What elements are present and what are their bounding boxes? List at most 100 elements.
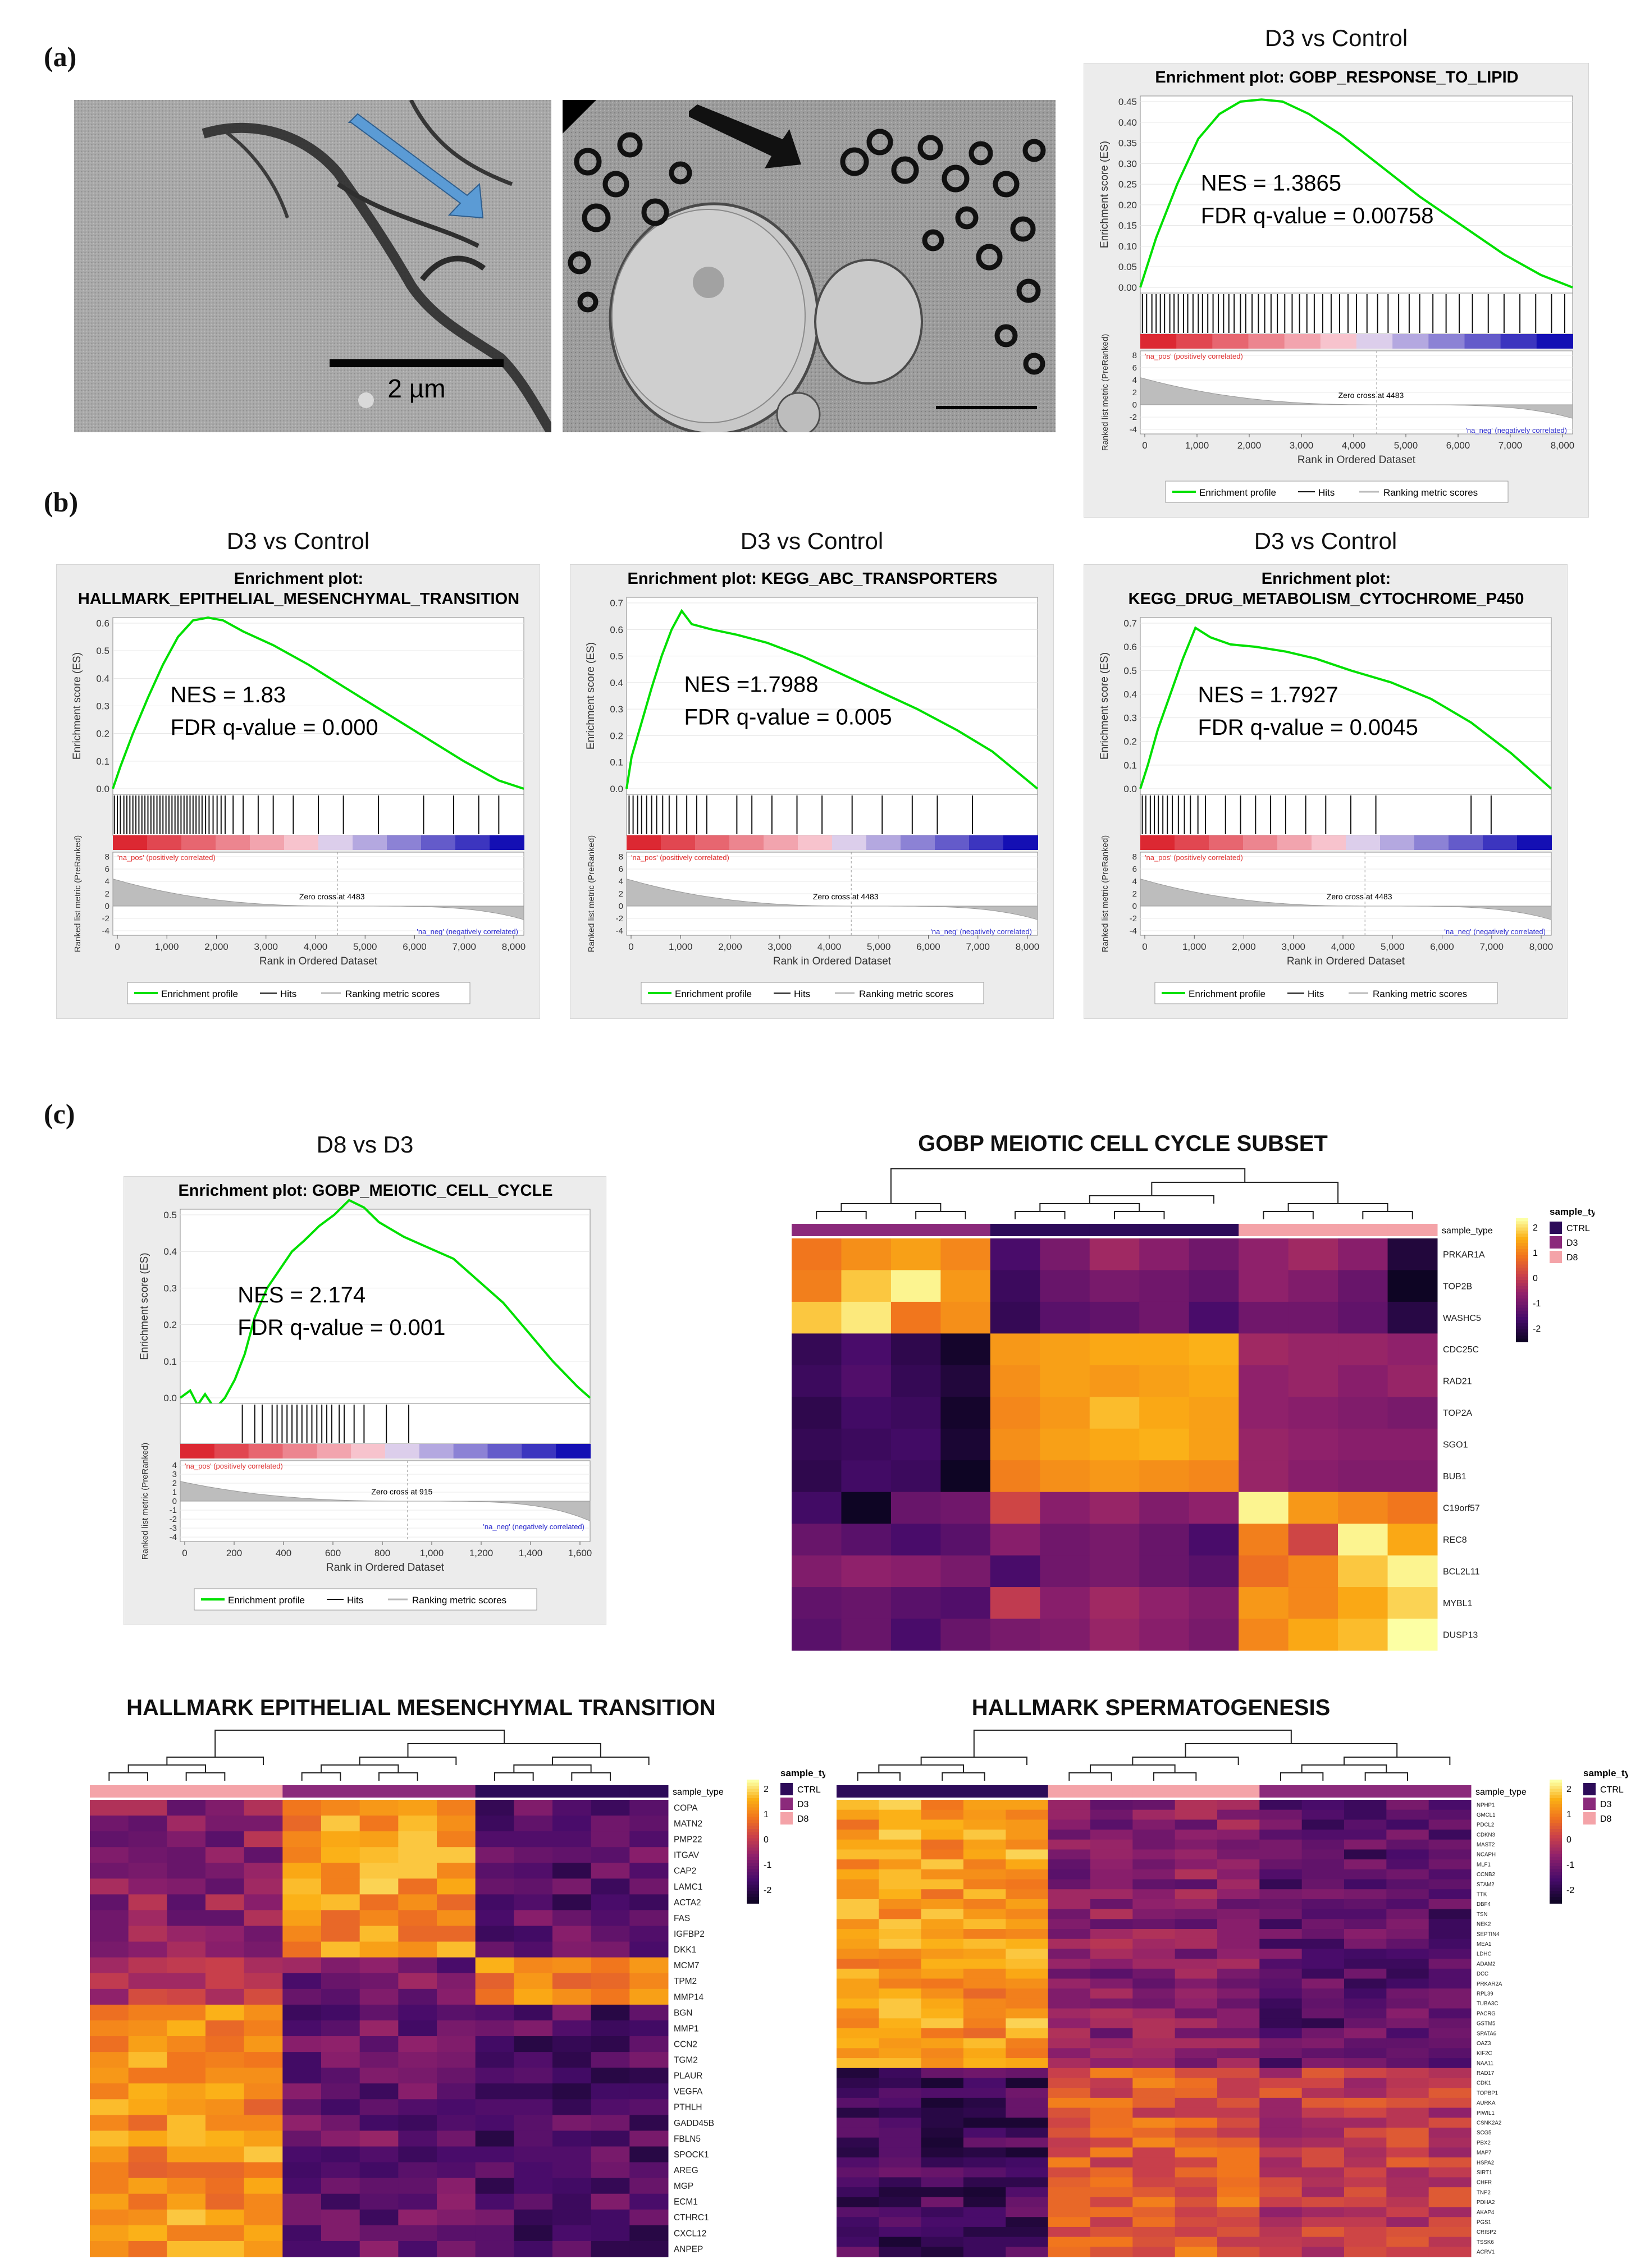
heatmap-cell	[167, 2146, 206, 2163]
heatmap-cell	[90, 2130, 129, 2147]
heatmap-cell	[1175, 2157, 1218, 2168]
row-label: KIF2C	[1477, 2051, 1492, 2057]
heatmap-cell	[359, 2193, 399, 2210]
scale-segment	[747, 1789, 759, 1793]
heatmap-cell	[837, 1849, 879, 1860]
heatmap-cell	[1428, 2207, 1472, 2217]
annotation-cell	[837, 1785, 879, 1798]
scale-segment	[1550, 1835, 1562, 1839]
heatmap-cell	[591, 1926, 630, 1942]
heatmap-cell	[1428, 1879, 1472, 1890]
scale-segment	[1516, 1243, 1528, 1247]
scale-segment	[1516, 1289, 1528, 1293]
heatmap-cell	[591, 2178, 630, 2194]
heatmap-cell	[128, 1926, 167, 1942]
es-tick-label: 0.0	[1123, 784, 1137, 794]
es-tick-label: 0.3	[1123, 713, 1137, 724]
heatmap-cell	[1090, 1938, 1133, 1949]
scale-segment	[1516, 1221, 1528, 1225]
heatmap-cell	[1428, 2187, 1472, 2198]
heatmap-cell	[1428, 2068, 1472, 2078]
heatmap-cell	[1006, 1959, 1049, 1969]
heatmap-cell	[1386, 2097, 1429, 2109]
heatmap-cell	[1090, 1879, 1133, 1890]
heatmap-cell	[398, 1957, 437, 1974]
row-label: NAA11	[1477, 2060, 1493, 2066]
heatmap-cell	[1090, 1968, 1133, 1979]
annotation-cell	[1344, 1785, 1387, 1798]
row-label: GMCL1	[1477, 1812, 1495, 1818]
heatmap-cell	[1239, 1238, 1289, 1270]
row-label: NPHP1	[1477, 1802, 1495, 1808]
metric-tick-label: 0	[619, 902, 623, 911]
heatmap-cell	[1006, 1988, 1049, 1999]
heatmap-cell	[1217, 2058, 1260, 2069]
heatmap-cell	[1132, 2058, 1176, 2069]
metric-tick-label: 0	[172, 1497, 177, 1506]
heatmap-cell	[1132, 2028, 1176, 2039]
heatmap-cell	[1344, 2088, 1387, 2098]
row-label: AREG	[674, 2166, 698, 2175]
annotation-cell	[1217, 1785, 1260, 1798]
scale-segment	[1550, 1881, 1562, 1885]
y-axis-label-es: Enrichment score (ES)	[71, 652, 83, 760]
heatmap-cell	[591, 2193, 630, 2210]
heatmap-cell	[128, 2146, 167, 2163]
heatmap-cell	[1386, 2038, 1429, 2048]
heatmap-cell	[1217, 2088, 1260, 2098]
heatmap-cell	[128, 2020, 167, 2037]
heatmap-cell	[1386, 2187, 1429, 2198]
heatmap-cell	[1301, 2118, 1345, 2128]
heatmap-cell	[629, 2240, 669, 2257]
heatmap-cell	[475, 1941, 514, 1958]
heatmap-cell	[629, 2004, 669, 2021]
group-legend-swatch	[1550, 1222, 1562, 1234]
scale-segment	[1516, 1270, 1528, 1274]
heatmap-cell	[475, 2004, 514, 2021]
es-tick-label: 0.6	[96, 618, 109, 629]
heatmap-cell	[792, 1492, 842, 1524]
metric-tick-label: 0	[1132, 400, 1137, 410]
heatmap-cell	[1387, 1428, 1438, 1461]
heatmap-cell	[1090, 2088, 1133, 2098]
heatmap-cell	[1301, 2127, 1345, 2138]
rank-color-segment	[113, 835, 148, 850]
metric-area	[112, 878, 524, 920]
heatmap-cell	[1217, 2078, 1260, 2088]
heatmap-cell	[552, 2240, 592, 2257]
es-tick-label: 0.3	[610, 704, 623, 715]
row-label: CDK1	[1477, 2080, 1491, 2087]
heatmap-cell	[1175, 2058, 1218, 2069]
row-label: MCM7	[674, 1961, 699, 1970]
heatmap-cell	[1089, 1587, 1140, 1620]
heatmap-cell	[921, 2217, 964, 2228]
heatmap-cell	[1259, 1859, 1303, 1870]
heatmap-cell	[1344, 2008, 1387, 2019]
heatmap-cell	[1040, 1428, 1090, 1461]
annotation-cell	[1175, 1785, 1218, 1798]
x-axis-label: Rank in Ordered Dataset	[1298, 454, 1416, 466]
x-tick-label: 7,000	[966, 941, 990, 952]
legend-label-hits: Hits	[1318, 487, 1335, 498]
heatmap-cell	[1386, 2088, 1429, 2098]
heatmap-cell	[128, 1957, 167, 1974]
heatmap-cell	[282, 1847, 322, 1863]
x-tick-label: 5,000	[353, 941, 377, 952]
heatmap-cell	[1259, 1988, 1303, 1999]
heatmap-cell	[1288, 1270, 1338, 1302]
heatmap-cell	[167, 1878, 206, 1895]
heatmap-cell	[167, 1910, 206, 1927]
heatmap-cell	[398, 2225, 437, 2242]
heatmap-cell	[1006, 2237, 1049, 2247]
heatmap-cell	[1006, 1909, 1049, 1919]
metric-area	[180, 1481, 591, 1521]
heatmap-cell	[879, 1968, 922, 1979]
heatmap-cell	[879, 2157, 922, 2168]
y-axis-label-es: Enrichment score (ES)	[1099, 141, 1111, 248]
heatmap-cell	[1175, 2217, 1218, 2228]
metric-tick-label: 2	[172, 1479, 177, 1488]
group-legend-swatch	[780, 1783, 793, 1795]
heatmap-cell	[1006, 2247, 1049, 2257]
heatmap-cell	[1175, 2147, 1218, 2158]
heatmap-cell	[837, 1819, 879, 1830]
